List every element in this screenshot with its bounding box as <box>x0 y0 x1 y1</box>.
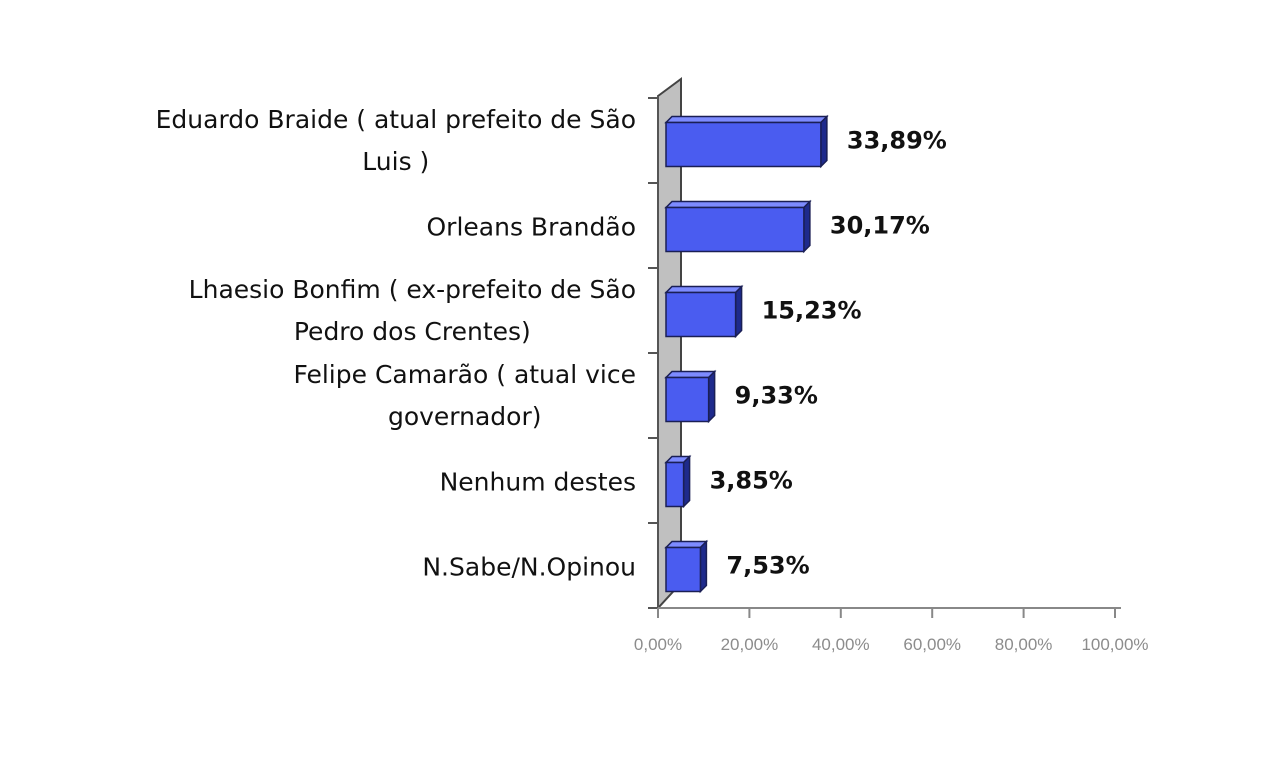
x-tick-label: 60,00% <box>903 635 961 654</box>
bar-side <box>820 114 828 169</box>
bar <box>665 376 710 423</box>
bar-top <box>664 115 829 124</box>
bar-side <box>707 369 716 424</box>
data-label: 15,23% <box>762 297 862 325</box>
bar-side <box>699 539 708 594</box>
category-label: Felipe Camarão ( atual vice <box>293 360 636 389</box>
category-label: Orleans Brandão <box>427 213 637 242</box>
x-tick-label: 0,00% <box>634 635 682 654</box>
category-label: governador) <box>388 402 542 431</box>
bar-top <box>664 370 717 379</box>
data-label: 7,53% <box>726 552 809 580</box>
category-label: Lhaesio Bonfim ( ex-prefeito de São <box>189 275 636 304</box>
x-tick-label: 40,00% <box>812 635 870 654</box>
x-tick-label: 100,00% <box>1081 635 1148 654</box>
bar <box>665 291 737 338</box>
bar <box>665 206 805 253</box>
category-label: N.Sabe/N.Opinou <box>422 553 636 582</box>
x-tick-label: 80,00% <box>995 635 1053 654</box>
category-label: Luis ) <box>362 147 429 176</box>
category-label: Nenhum destes <box>440 468 636 497</box>
bar-side <box>734 284 743 339</box>
bar-side <box>682 454 691 509</box>
category-label: Eduardo Braide ( atual prefeito de São <box>156 105 636 134</box>
bar-side <box>803 199 811 254</box>
bar <box>665 546 702 593</box>
bar <box>665 121 822 168</box>
data-label: 9,33% <box>735 382 818 410</box>
data-label: 3,85% <box>710 467 793 495</box>
bar-top <box>664 200 812 209</box>
data-label: 30,17% <box>830 212 930 240</box>
bar-top <box>664 285 744 294</box>
bar <box>665 461 685 508</box>
data-label: 33,89% <box>847 127 947 155</box>
category-label: Pedro dos Crentes) <box>294 317 531 346</box>
x-tick-label: 20,00% <box>721 635 779 654</box>
